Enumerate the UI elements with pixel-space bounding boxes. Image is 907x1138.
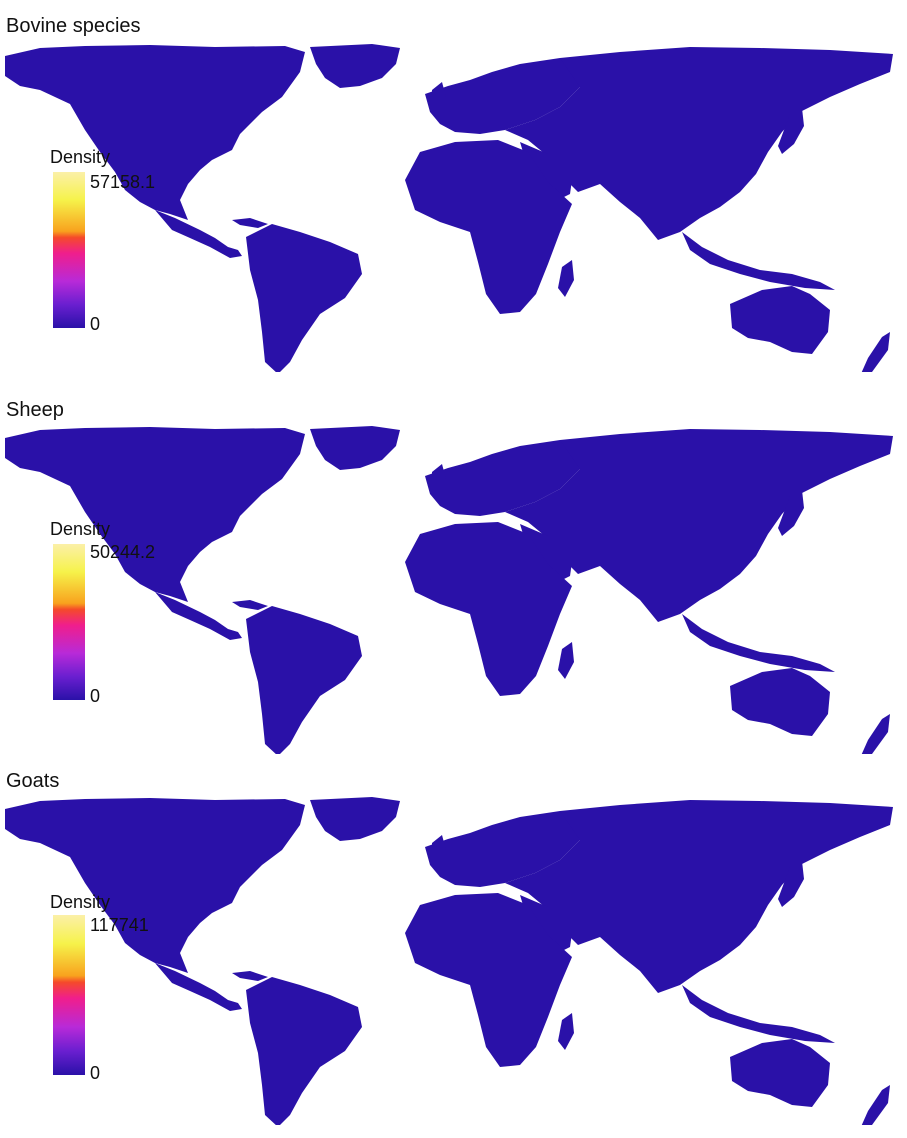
bovine-density-map: [5, 44, 893, 372]
colorbar: [53, 915, 85, 1075]
panel-title: Sheep: [6, 399, 64, 421]
legend-max-value: 50244.2: [90, 542, 156, 562]
goats-density-map: [5, 797, 893, 1125]
panel-bovine: Bovine species: [0, 12, 907, 372]
colorbar: [53, 544, 85, 700]
legend-min-value: 0: [90, 1063, 101, 1083]
sheep-density-map: [5, 426, 893, 754]
legend-min-value: 0: [90, 314, 101, 334]
panel-title: Goats: [6, 770, 60, 792]
legend-title: Density: [50, 147, 111, 167]
legend-min-value: 0: [90, 686, 101, 706]
colorbar: [53, 172, 85, 328]
panel-title: Bovine species: [6, 15, 141, 37]
legend-title: Density: [50, 519, 111, 539]
panel-sheep: Sheep: [0, 388, 907, 754]
legend-max-value: 57158.1: [90, 172, 156, 192]
legend-title: Density: [50, 892, 111, 912]
panel-goats: Goats: [0, 765, 907, 1125]
legend-max-value: 117741: [90, 915, 149, 935]
